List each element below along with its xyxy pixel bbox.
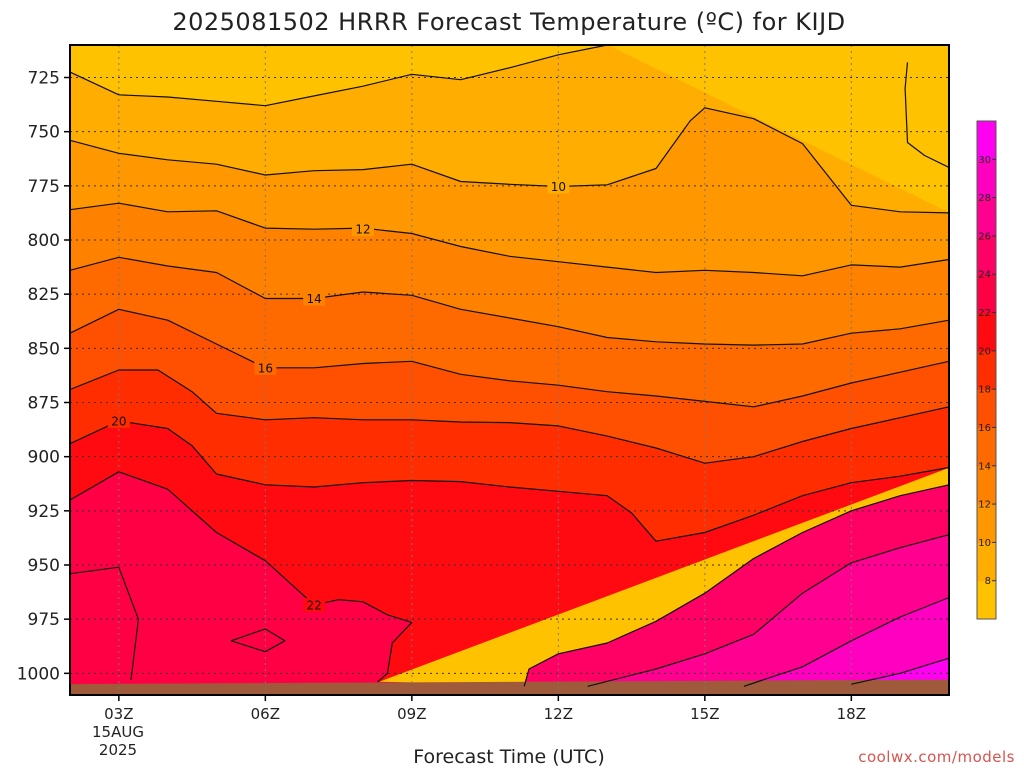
x-axis-ticks: 03Z 06Z 09Z 12Z 15Z 18Z bbox=[104, 695, 866, 723]
contour-lines bbox=[69, 44, 950, 687]
colorbar-segment-3 bbox=[977, 465, 996, 505]
x-tick-label-18Z: 18Z bbox=[837, 705, 866, 723]
y-tick-label-900: 900 bbox=[28, 448, 60, 468]
colorbar-segment-4 bbox=[977, 427, 996, 467]
y-tick-label-850: 850 bbox=[28, 339, 60, 359]
contour-30-14 bbox=[851, 657, 950, 685]
contour-labels: 10 12 14 16 20 22 bbox=[107, 179, 570, 613]
contour-label-10: 10 bbox=[551, 180, 566, 194]
chart-title: 2025081502 HRRR Forecast Temperature (ºC… bbox=[172, 8, 845, 36]
contour-label-16: 16 bbox=[258, 361, 273, 375]
colorbar-label-24: 24 bbox=[978, 270, 991, 281]
contour-22-9 bbox=[69, 566, 139, 680]
colorbar-segment-8 bbox=[977, 274, 996, 314]
x-axis-label: Forecast Time (UTC) bbox=[413, 746, 604, 768]
colorbar-segment-9 bbox=[977, 235, 996, 275]
ground-layer bbox=[70, 679, 949, 695]
colorbar-label-16: 16 bbox=[978, 423, 991, 434]
contour-24-11 bbox=[523, 484, 950, 687]
contour-label-22: 22 bbox=[307, 599, 322, 613]
contour-16-5 bbox=[69, 308, 950, 408]
colorbar-label-8: 8 bbox=[985, 576, 991, 587]
colorbar-segment-2 bbox=[977, 504, 996, 543]
contour-label-bg-7 bbox=[107, 413, 130, 428]
colorbar: 8 10 12 14 16 18 20 22 24 26 28 30 bbox=[976, 120, 997, 620]
contour-22-10 bbox=[230, 628, 286, 653]
colorbar-segment-1 bbox=[977, 542, 996, 582]
x-tick-label-06Z: 06Z bbox=[251, 705, 280, 723]
colorbar-label-28: 28 bbox=[978, 193, 991, 204]
contour-label-bg-0 bbox=[547, 179, 570, 194]
contour-10-2 bbox=[904, 62, 950, 168]
x-tick-label-12Z: 12Z bbox=[544, 705, 573, 723]
colorbar-segment-10 bbox=[977, 197, 996, 237]
contour-20-7 bbox=[69, 420, 950, 542]
colorbar-label-18: 18 bbox=[978, 385, 991, 396]
contour-10-1 bbox=[69, 107, 950, 214]
y-tick-label-875: 875 bbox=[28, 394, 60, 414]
x-date-line2: 2025 bbox=[99, 741, 137, 759]
credit-link[interactable]: coolwx.com/models bbox=[858, 748, 1015, 766]
ground-fill bbox=[70, 679, 949, 695]
contour-14-4 bbox=[69, 256, 950, 346]
y-tick-label-775: 775 bbox=[28, 177, 60, 197]
contour-label-bg-8 bbox=[303, 598, 326, 613]
colorbar-label-14: 14 bbox=[978, 461, 991, 472]
y-tick-label-750: 750 bbox=[28, 123, 60, 143]
colorbar-label-22: 22 bbox=[978, 308, 991, 319]
y-tick-label-925: 925 bbox=[28, 502, 60, 522]
colorbar-label-12: 12 bbox=[978, 500, 991, 511]
x-date-line1: 15AUG bbox=[92, 723, 144, 741]
contour-label-20: 20 bbox=[111, 414, 126, 428]
y-tick-label-975: 975 bbox=[28, 610, 60, 630]
colorbar-segment-6 bbox=[977, 350, 996, 390]
colorbar-segment-12 bbox=[977, 121, 996, 160]
contour-label-bg-3 bbox=[352, 222, 374, 237]
colorbar-label-26: 26 bbox=[978, 231, 991, 242]
contour-label-bg-5 bbox=[254, 360, 277, 375]
colorbar-segment-5 bbox=[977, 389, 996, 428]
colorbar-frame bbox=[976, 120, 997, 620]
colorbar-segment-7 bbox=[977, 312, 996, 352]
colorbar-segment-0 bbox=[977, 580, 996, 620]
colorbar-label-10: 10 bbox=[978, 538, 991, 549]
gridlines bbox=[70, 45, 949, 695]
plot-fills bbox=[69, 44, 950, 696]
contour-12-3 bbox=[69, 202, 950, 277]
x-tick-label-03Z: 03Z bbox=[104, 705, 133, 723]
contour-label-14: 14 bbox=[307, 292, 322, 306]
x-tick-label-15Z: 15Z bbox=[690, 705, 719, 723]
y-axis-ticks: 725 750 775 800 825 850 875 900 925 950 975 1000 bbox=[17, 69, 70, 684]
colorbar-label-30: 30 bbox=[978, 155, 991, 166]
colorbar-segment-11 bbox=[977, 159, 996, 199]
contour-label-bg-4 bbox=[303, 291, 326, 306]
contour-label-12: 12 bbox=[355, 223, 370, 237]
y-tick-label-825: 825 bbox=[28, 285, 60, 305]
contour-28-13 bbox=[743, 596, 950, 687]
contour-10-0 bbox=[69, 44, 608, 107]
x-tick-label-09Z: 09Z bbox=[397, 705, 426, 723]
y-tick-label-725: 725 bbox=[28, 69, 60, 89]
contour-26-12 bbox=[587, 534, 950, 687]
contour-22-8 bbox=[69, 471, 413, 683]
y-tick-label-800: 800 bbox=[28, 231, 60, 251]
y-tick-label-950: 950 bbox=[28, 556, 60, 576]
contour-18-6 bbox=[69, 369, 950, 464]
y-tick-label-1000: 1000 bbox=[17, 664, 60, 684]
colorbar-label-20: 20 bbox=[978, 346, 991, 357]
plot-frame bbox=[69, 44, 950, 696]
